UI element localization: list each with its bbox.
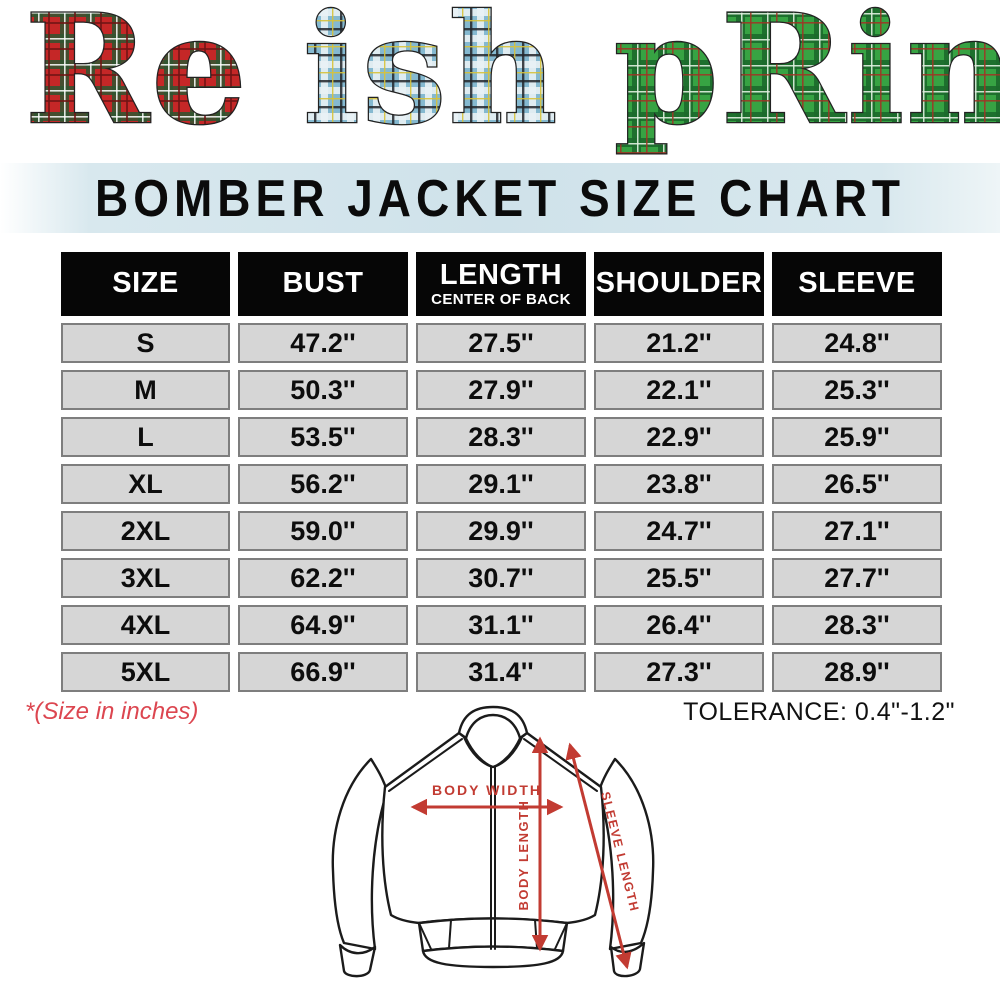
table-cell: 24.7'' <box>594 511 764 551</box>
table-cell: 28.9'' <box>772 652 942 692</box>
size-cell: 4XL <box>61 605 230 645</box>
size-cell: 2XL <box>61 511 230 551</box>
sleeve-length-arrow <box>565 742 632 970</box>
table-cell: 27.7'' <box>772 558 942 598</box>
table-cell: 31.4'' <box>416 652 586 692</box>
col-header-size: SIZE <box>61 252 230 316</box>
logo-segment-blue: ish <box>303 0 560 158</box>
table-cell: 25.5'' <box>594 558 764 598</box>
body-width-label: BODY WIDTH <box>432 782 542 798</box>
table-cell: 24.8'' <box>772 323 942 363</box>
page-title: BOMBER JACKET SIZE CHART <box>94 168 906 228</box>
jacket-diagram-svg: BODY WIDTH BODY LENGTH SLEEVE LENGTH <box>331 705 655 978</box>
col-header-length: LENGTH CENTER OF BACK <box>416 252 586 316</box>
size-cell: 5XL <box>61 652 230 692</box>
table-cell: 27.9'' <box>416 370 586 410</box>
table-cell: 29.1'' <box>416 464 586 504</box>
tolerance-note: TOLERANCE: 0.4"-1.2" <box>683 698 955 726</box>
logo-segment-red: Re <box>25 0 249 158</box>
table-cell: 27.1'' <box>772 511 942 551</box>
table-cell: 26.4'' <box>594 605 764 645</box>
table-cell: 25.3'' <box>772 370 942 410</box>
body-length-label: BODY LENGTH <box>516 800 531 911</box>
col-header-shoulder: SHOULDER <box>594 252 764 316</box>
col-header-length-sub: CENTER OF BACK <box>431 291 571 309</box>
table-cell: 28.3'' <box>772 605 942 645</box>
table-cell: 47.2'' <box>238 323 408 363</box>
jacket-measurement-diagram: BODY WIDTH BODY LENGTH SLEEVE LENGTH <box>323 703 667 997</box>
table-cell: 23.8'' <box>594 464 764 504</box>
table-cell: 59.0'' <box>238 511 408 551</box>
size-cell: L <box>61 417 230 457</box>
brand-logo-svg: i Re ish pRint <box>0 0 1000 159</box>
table-cell: 27.3'' <box>594 652 764 692</box>
table-cell: 64.9'' <box>238 605 408 645</box>
table-cell: 62.2'' <box>238 558 408 598</box>
table-cell: 56.2'' <box>238 464 408 504</box>
table-cell: 27.5'' <box>416 323 586 363</box>
brand-logo-text: i Re ish pRint <box>0 0 1000 158</box>
table-cell: 22.9'' <box>594 417 764 457</box>
table-cell: 25.9'' <box>772 417 942 457</box>
size-cell: M <box>61 370 230 410</box>
col-header-bust: BUST <box>238 252 408 316</box>
table-cell: 28.3'' <box>416 417 586 457</box>
size-unit-note: *(Size in inches) <box>25 698 199 725</box>
notes-row: *(Size in inches) TOLERANCE: 0.4"-1.2" <box>25 698 955 727</box>
logo-segment-green: pRint <box>614 0 1000 158</box>
bomber-jacket-outline <box>331 705 655 978</box>
size-table: SIZE BUST LENGTH CENTER OF BACK SHOULDER… <box>61 252 942 692</box>
size-cell: XL <box>61 464 230 504</box>
table-cell: 26.5'' <box>772 464 942 504</box>
table-cell: 50.3'' <box>238 370 408 410</box>
table-cell: 22.1'' <box>594 370 764 410</box>
title-banner: BOMBER JACKET SIZE CHART <box>0 163 1000 233</box>
table-cell: 53.5'' <box>238 417 408 457</box>
table-cell: 66.9'' <box>238 652 408 692</box>
table-cell: 29.9'' <box>416 511 586 551</box>
table-cell: 31.1'' <box>416 605 586 645</box>
table-cell: 21.2'' <box>594 323 764 363</box>
size-cell: 3XL <box>61 558 230 598</box>
brand-logo: i Re ish pRint <box>0 0 1000 162</box>
size-cell: S <box>61 323 230 363</box>
col-header-sleeve: SLEEVE <box>772 252 942 316</box>
table-cell: 30.7'' <box>416 558 586 598</box>
